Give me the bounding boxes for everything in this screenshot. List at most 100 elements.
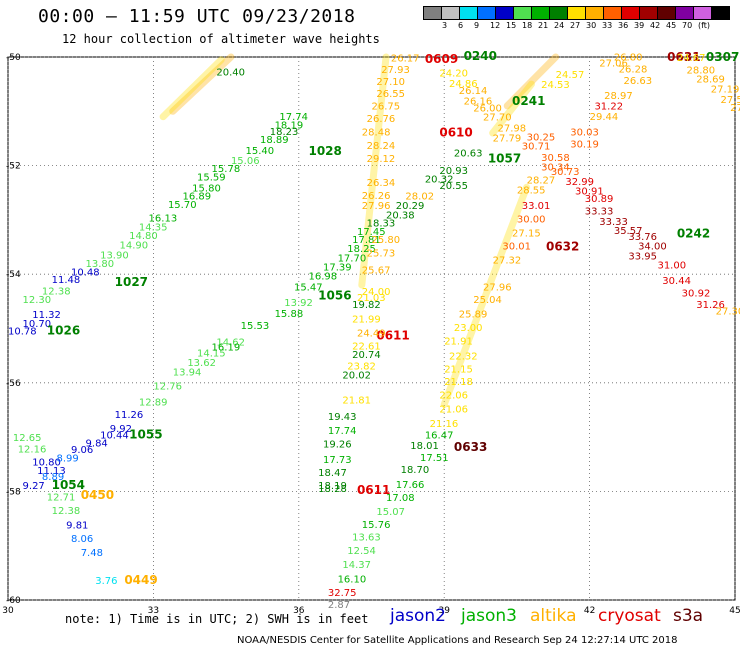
wave-height-label: 28.80 xyxy=(687,65,716,76)
wave-height-label: 26.80 xyxy=(614,52,643,63)
wave-height-label: 30.00 xyxy=(517,214,546,225)
wave-height-label: 16.19 xyxy=(212,342,241,353)
wave-height-label: 17.45 xyxy=(357,227,386,238)
wave-height-label: 2.87 xyxy=(328,600,350,611)
wave-height-label: 18.19 xyxy=(318,481,347,492)
wave-height-label: 21.99 xyxy=(352,315,381,326)
pass-time-label: 0242 xyxy=(677,226,710,240)
color-legend-label: 18 xyxy=(522,21,533,30)
wave-height-label: 30.01 xyxy=(502,241,531,252)
wave-height-label: 28.27 xyxy=(527,176,556,187)
wave-height-label: 17.70 xyxy=(338,253,367,264)
wave-height-label: 13.63 xyxy=(352,532,381,543)
wave-height-label: 14.62 xyxy=(216,338,245,349)
wave-height-label: 17.74 xyxy=(328,426,357,437)
wave-height-label: 10.80 xyxy=(32,458,61,469)
wave-height-label: 13.62 xyxy=(187,358,216,369)
wave-height-label: 27.10 xyxy=(376,77,405,88)
lon-tick-label: 45 xyxy=(729,606,740,616)
wave-height-label: 9.92 xyxy=(110,424,132,435)
wave-height-label: 27.58 xyxy=(720,95,740,106)
wave-height-label: 24.00 xyxy=(362,287,391,298)
wave-height-label: 27.79 xyxy=(493,133,522,144)
wave-height-label: 25.04 xyxy=(473,295,502,306)
wave-height-label: 22.32 xyxy=(449,352,478,363)
wave-height-label: 20.02 xyxy=(342,371,371,382)
wave-height-label: 13.94 xyxy=(173,367,202,378)
wave-height-label: 18.19 xyxy=(275,120,304,131)
wave-height-label: 30.03 xyxy=(570,127,599,138)
wave-height-label: 28.24 xyxy=(367,141,396,152)
wave-height-label: 21.15 xyxy=(444,365,473,376)
lon-tick-label: 30 xyxy=(2,606,14,616)
wave-height-label: 20.74 xyxy=(352,350,381,361)
wave-height-label: 12.54 xyxy=(347,546,376,557)
wave-height-label: 27.32 xyxy=(493,256,522,267)
pass-time-label: 1057 xyxy=(488,152,521,166)
wave-height-label: 30.34 xyxy=(541,163,570,174)
wave-height-label: 33.01 xyxy=(522,201,551,212)
wave-height-label: 35.57 xyxy=(614,226,643,237)
color-legend-label: 30 xyxy=(586,21,597,30)
wave-height-label: 7.48 xyxy=(81,548,103,559)
wave-height-label: 27.06 xyxy=(599,58,628,69)
map-frame xyxy=(7,56,736,601)
color-legend-label: 3 xyxy=(442,21,448,30)
wave-height-label: 26.17 xyxy=(391,54,420,65)
wave-height-label: 23.82 xyxy=(347,361,376,372)
wave-height-label: 12.76 xyxy=(153,382,182,393)
wave-height-label: 18.89 xyxy=(260,135,289,146)
page-subtitle: 12 hour collection of altimeter wave hei… xyxy=(62,32,380,46)
wave-height-label: 31.26 xyxy=(696,300,725,311)
pass-time-label: 0611 xyxy=(357,483,390,497)
wave-height-label: 8.99 xyxy=(56,454,78,465)
wave-height-label: 31.22 xyxy=(594,101,623,112)
wave-height-label: 21.03 xyxy=(357,293,386,304)
wave-height-label: 12.71 xyxy=(47,492,76,503)
wave-height-label: 12.65 xyxy=(13,433,42,444)
track-path xyxy=(159,56,225,121)
lat-tick-label: -56 xyxy=(6,379,21,389)
wave-height-label: 18.33 xyxy=(367,219,396,230)
lat-tick-label: -58 xyxy=(6,487,21,497)
color-legend-label: 70 xyxy=(682,21,693,30)
wave-height-label: 22.06 xyxy=(439,391,468,402)
credit-line: NOAA/NESDIS Center for Satellite Applica… xyxy=(237,635,678,646)
wave-height-label: 27.98 xyxy=(498,124,527,135)
satellite-legend-cryosat: cryosat xyxy=(598,606,661,626)
wave-height-label: 18.47 xyxy=(318,468,347,479)
wave-height-label: 17.73 xyxy=(323,455,352,466)
wave-height-label: 30.91 xyxy=(575,187,604,198)
pass-time-label: 1026 xyxy=(47,324,80,338)
color-legend-label: 12 xyxy=(490,21,501,30)
track-path xyxy=(489,80,535,137)
wave-height-label: 30.58 xyxy=(541,153,570,164)
wave-height-label: 11.13 xyxy=(37,466,66,477)
wave-height-label: 20.93 xyxy=(439,166,468,177)
pass-time-label: 0611 xyxy=(376,329,409,343)
track-path xyxy=(440,183,531,409)
satellite-legend-jason3: jason3 xyxy=(461,606,517,626)
wave-height-label: 21.06 xyxy=(439,404,468,415)
wave-height-label: 13.90 xyxy=(100,251,129,262)
color-swatch xyxy=(711,6,730,20)
wave-height-label: 21.91 xyxy=(444,336,473,347)
wave-height-label: 30.71 xyxy=(522,142,551,153)
wave-height-label: 10.78 xyxy=(8,327,37,338)
wave-height-label: 11.26 xyxy=(115,410,144,421)
wave-height-label: 21.16 xyxy=(430,419,459,430)
wave-height-label: 15.47 xyxy=(294,283,323,294)
color-legend-label: 9 xyxy=(474,21,480,30)
color-legend-label: 27 xyxy=(570,21,581,30)
wave-height-label: 27.96 xyxy=(362,201,391,212)
wave-height-label: 18.25 xyxy=(347,244,376,255)
wave-height-label: 26.75 xyxy=(372,101,401,112)
wave-height-label: 24.49 xyxy=(357,328,386,339)
lat-tick-label: -52 xyxy=(6,162,21,172)
wave-height-label: 12.16 xyxy=(18,445,47,456)
wave-height-label: 18.70 xyxy=(401,465,430,476)
wave-height-label: 26.28 xyxy=(619,64,648,75)
wave-height-label: 25.67 xyxy=(362,265,391,276)
wave-height-label: 15.40 xyxy=(245,146,274,157)
wave-height-label: 26.26 xyxy=(362,191,391,202)
